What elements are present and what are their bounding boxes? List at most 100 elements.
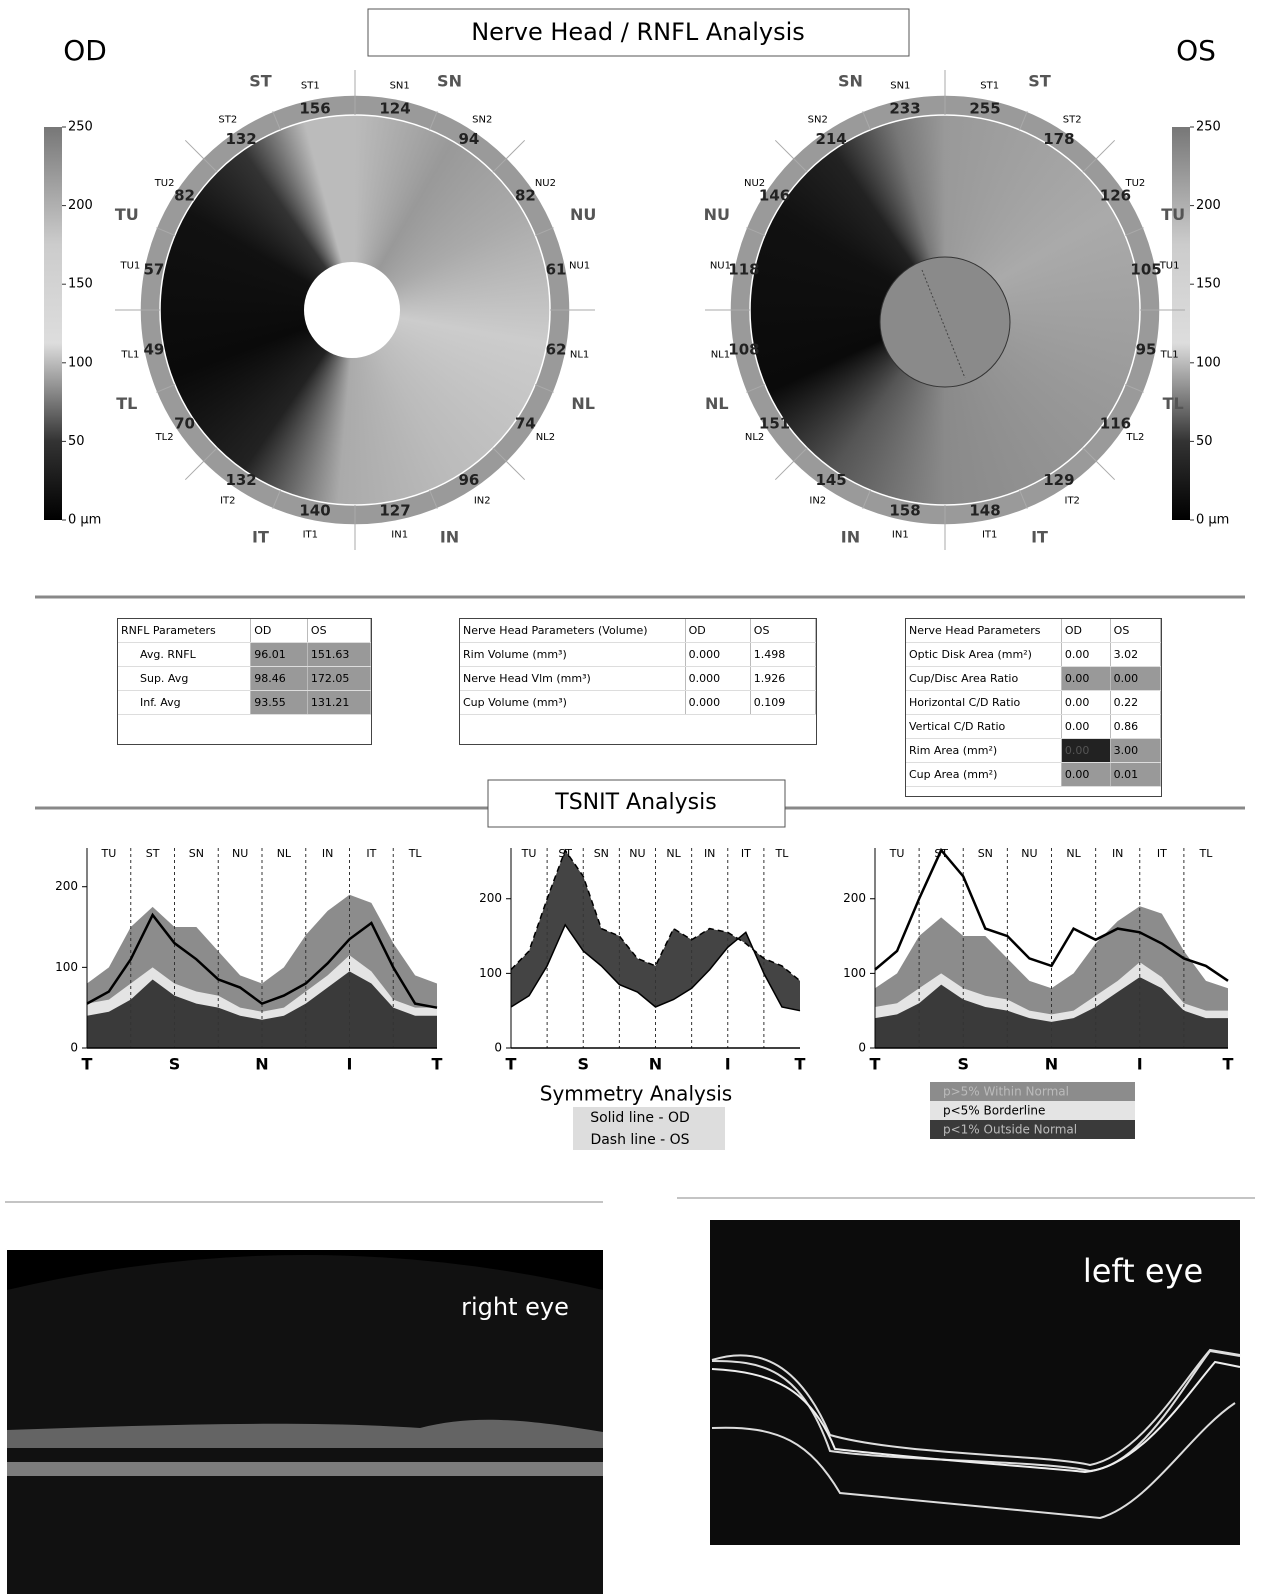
sector-name: NU1	[710, 260, 731, 271]
sector-value: 61	[546, 261, 567, 279]
section-label: IT	[1157, 847, 1167, 860]
os-label: OS	[1176, 34, 1216, 67]
symmetry-title: Symmetry Analysis	[540, 1082, 732, 1106]
y-tick-label: 0	[70, 1041, 78, 1055]
section-label: IT	[741, 847, 751, 860]
x-label: N	[1045, 1055, 1058, 1074]
table-cell: OD	[1061, 619, 1110, 643]
od-disc	[304, 262, 400, 358]
quadrant-label: NU	[570, 205, 596, 224]
x-label: T	[82, 1055, 93, 1074]
table-cell: 0.22	[1110, 691, 1160, 715]
y-tick-label: 100	[55, 960, 78, 974]
sector-value: 140	[299, 502, 330, 520]
table-cell: Nerve Head Vlm (mm³)	[460, 667, 685, 691]
sector-value: 82	[515, 187, 536, 205]
title: Nerve Head / RNFL Analysis	[471, 18, 805, 46]
sector-value: 178	[1043, 130, 1074, 148]
table-cell: Cup/Disc Area Ratio	[906, 667, 1061, 691]
sector-value: 151	[759, 414, 790, 432]
y-tick-label: 200	[843, 891, 866, 905]
table-cell: RNFL Parameters	[118, 619, 251, 643]
colorbar-label: 100	[68, 355, 93, 370]
x-label: T	[795, 1055, 806, 1074]
x-label: T	[870, 1055, 881, 1074]
colorbar-label: 150	[68, 277, 93, 292]
sector-value: 95	[1136, 340, 1157, 358]
table-cell: OD	[685, 619, 750, 643]
sector-name: TL2	[155, 432, 174, 443]
sector-name: TL1	[1160, 350, 1179, 361]
sector-value: 62	[546, 340, 567, 358]
quadrant-label: IN	[440, 528, 459, 547]
sector-value: 148	[969, 502, 1000, 520]
x-label: T	[506, 1055, 517, 1074]
report: Nerve Head / RNFL Analysis OD OS TSNIT A…	[0, 0, 1276, 1594]
sector-name: TL2	[1125, 432, 1144, 443]
colorbar-label: 250	[68, 120, 93, 135]
sector-value: 127	[379, 502, 410, 520]
sector-value: 49	[144, 340, 165, 358]
table-cell: 96.01	[251, 643, 308, 667]
table-cell: 0.000	[685, 667, 750, 691]
symmetry-solid: Solid line - OD	[590, 1110, 690, 1126]
colorbar-label: 200	[1196, 198, 1221, 213]
colorbar	[44, 127, 62, 520]
sector-value: 96	[458, 471, 479, 489]
sector-value: 124	[379, 99, 410, 117]
parameter-table: RNFL ParametersODOSAvg. RNFL96.01151.63S…	[117, 618, 372, 745]
quadrant-label: TU	[115, 205, 139, 224]
x-label: S	[577, 1055, 589, 1074]
table-cell: 131.21	[307, 691, 370, 715]
quadrant-label: SN	[838, 71, 863, 90]
table-cell: Cup Volume (mm³)	[460, 691, 685, 715]
table-cell: 98.46	[251, 667, 308, 691]
sector-name: IT1	[982, 530, 997, 541]
sector-value: 158	[889, 502, 920, 520]
section-label: NL	[1066, 847, 1081, 860]
sector-value: 118	[728, 261, 759, 279]
sector-name: NL1	[570, 350, 589, 361]
x-label: S	[957, 1055, 969, 1074]
section-label: NU	[629, 847, 645, 860]
sector-name: IN1	[892, 530, 909, 541]
section-label: SN	[189, 847, 204, 860]
sector-name: SN1	[890, 80, 910, 91]
sector-value: 57	[144, 261, 165, 279]
table-cell: 0.00	[1061, 667, 1110, 691]
colorbar	[1172, 127, 1190, 520]
sector-value: 116	[1100, 414, 1131, 432]
quadrant-label: SN	[437, 71, 462, 90]
y-tick-label: 0	[494, 1041, 502, 1055]
sector-name: TU1	[1159, 260, 1180, 271]
sector-value: 132	[225, 471, 256, 489]
table-cell: Cup Area (mm²)	[906, 763, 1061, 787]
table-cell: Inf. Avg	[118, 691, 251, 715]
sector-name: IT2	[1065, 495, 1080, 506]
colorbar-label: 150	[1196, 277, 1221, 292]
x-label: I	[725, 1055, 731, 1074]
table-cell: OS	[750, 619, 815, 643]
left-eye-label: left eye	[1083, 1252, 1203, 1290]
sector-value: 145	[815, 471, 846, 489]
table-cell: 3.02	[1110, 643, 1160, 667]
sector-value: 74	[515, 414, 536, 432]
table-cell: Horizontal C/D Ratio	[906, 691, 1061, 715]
sector-value: 105	[1130, 261, 1161, 279]
sector-value: 233	[889, 99, 920, 117]
x-label: S	[169, 1055, 181, 1074]
table-cell: 0.00	[1061, 763, 1110, 787]
section-label: IN	[322, 847, 333, 860]
quadrant-label: NL	[705, 394, 729, 413]
table-cell: 0.000	[685, 691, 750, 715]
section-label: ST	[146, 847, 160, 860]
x-label: N	[649, 1055, 662, 1074]
scan-rpe	[7, 1462, 603, 1476]
section-label: TL	[775, 847, 790, 860]
table-cell: 3.00	[1110, 739, 1160, 763]
x-label: T	[1223, 1055, 1234, 1074]
table-cell: OD	[251, 619, 308, 643]
y-tick-label: 0	[858, 1041, 866, 1055]
sector-name: IN2	[474, 495, 491, 506]
sector-name: TU1	[120, 260, 141, 271]
